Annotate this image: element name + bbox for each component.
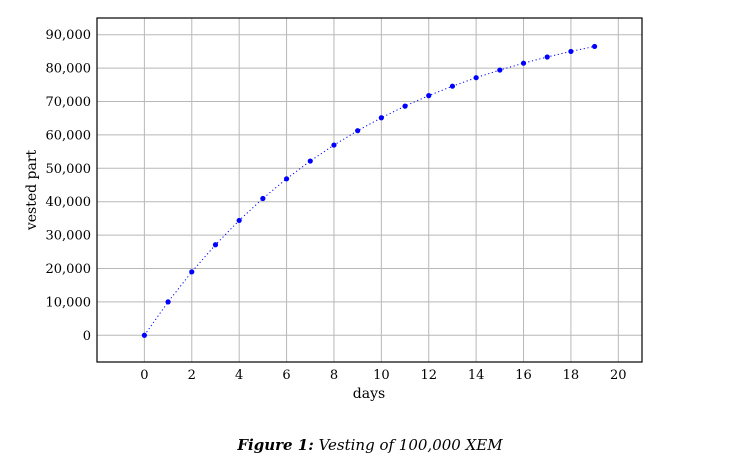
data-point: [520, 60, 527, 66]
grid: [97, 18, 642, 362]
data-point: [568, 48, 574, 55]
x-tick-label: 14: [468, 368, 485, 383]
data-point: [260, 195, 266, 202]
data-point: [355, 128, 361, 134]
x-tick-label: 20: [610, 368, 627, 383]
caption-text: Vesting of 100,000 XEM: [318, 436, 503, 454]
x-tick-label: 0: [140, 368, 148, 383]
y-tick-label: 50,000: [46, 162, 92, 177]
y-tick-label: 90,000: [46, 28, 92, 43]
y-tick-label: 30,000: [46, 229, 92, 244]
caption-label: Figure 1:: [237, 436, 314, 454]
x-tick-label: 10: [373, 368, 390, 383]
y-tick-label: 70,000: [46, 95, 92, 110]
x-tick-label: 6: [282, 368, 290, 383]
data-point: [165, 299, 171, 305]
y-tick-label: 10,000: [46, 295, 92, 310]
data-point: [497, 67, 503, 73]
series: [141, 43, 598, 338]
tick-labels: 0 2 4 6 8 10 12 14 16 18 20 0 10,000 20,000 30,000 40,0…: [46, 28, 627, 383]
x-tick-label: 2: [188, 368, 196, 383]
data-point: [307, 158, 313, 164]
x-tick-label: 4: [235, 368, 243, 383]
data-point: [402, 103, 408, 109]
data-point: [426, 93, 432, 99]
x-tick-label: 8: [330, 368, 338, 383]
y-tick-label: 80,000: [46, 62, 92, 77]
data-point: [544, 54, 550, 60]
y-tick-label: 20,000: [46, 262, 92, 277]
x-tick-label: 18: [563, 368, 580, 383]
data-point: [378, 115, 384, 121]
data-point: [189, 269, 195, 275]
series-line: [143, 45, 595, 336]
data-point: [473, 75, 479, 81]
plot-frame: [96, 17, 643, 363]
y-axis-title: vested part: [24, 149, 40, 231]
x-tick-label: 16: [515, 368, 532, 383]
x-tick-label: 12: [420, 368, 437, 383]
y-tick-label: 40,000: [46, 195, 92, 210]
figure-caption: Figure 1: Vesting of 100,000 XEM: [0, 436, 740, 454]
data-point: [592, 43, 598, 50]
data-point: [141, 332, 147, 338]
data-point: [331, 142, 337, 148]
y-tick-label: 0: [83, 329, 91, 344]
y-tick-label: 60,000: [46, 128, 92, 143]
data-point: [449, 83, 456, 89]
data-point: [283, 176, 290, 182]
data-point: [236, 217, 242, 224]
data-point: [212, 242, 219, 248]
x-axis-title: days: [353, 386, 385, 402]
